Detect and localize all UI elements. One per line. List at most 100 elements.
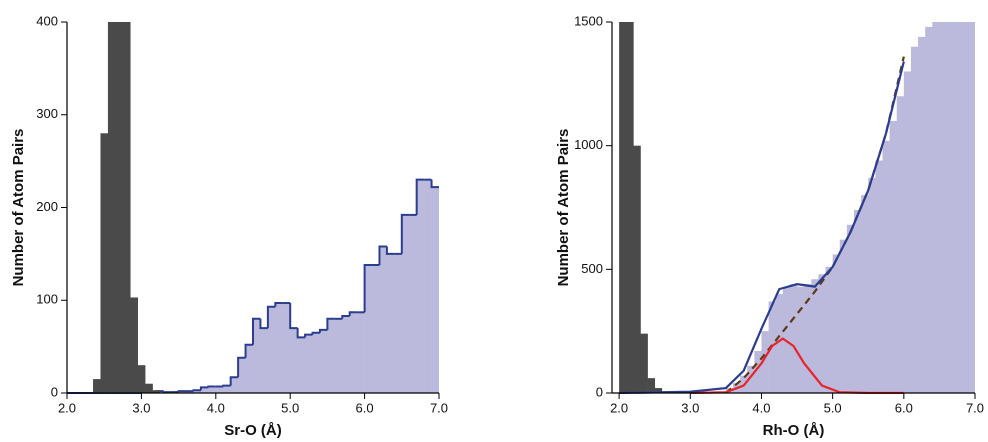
histogram-bar (932, 22, 940, 393)
histogram-bar (193, 390, 202, 393)
histogram-bar (775, 294, 784, 393)
x-tick-label: 3.0 (681, 400, 699, 415)
histogram-bar (386, 253, 395, 393)
histogram-step (363, 264, 373, 313)
histogram-step (311, 331, 320, 335)
histogram-bar (782, 286, 791, 393)
histogram-bar (640, 333, 648, 393)
histogram-step (266, 305, 276, 329)
y-tick-label: 200 (36, 199, 58, 214)
histogram-bar (889, 120, 898, 393)
histogram-bar (349, 312, 358, 393)
histogram-bar (130, 297, 138, 393)
histogram-bar (967, 22, 975, 393)
histogram-bar (424, 179, 432, 393)
histogram-step (274, 302, 283, 307)
histogram-bar (364, 265, 373, 393)
histogram-bar (861, 195, 869, 393)
y-tick-label: 300 (36, 106, 58, 121)
histogram-bar (305, 334, 313, 393)
histogram-bar (747, 365, 755, 393)
y-axis-title: Number of Atom Pairs (10, 129, 27, 287)
histogram-step (385, 246, 395, 255)
histogram-bar (122, 22, 131, 393)
histogram-step (222, 384, 231, 387)
histogram-bar (409, 214, 417, 393)
histogram-bar (619, 22, 627, 393)
histogram-bar (754, 350, 762, 393)
histogram-bar (896, 96, 905, 393)
histogram-bar (401, 214, 410, 393)
histogram-step (318, 328, 328, 333)
histogram-bar (215, 386, 224, 393)
histogram-bar (825, 266, 833, 393)
histogram-bar (334, 318, 343, 393)
histogram-bar (372, 265, 380, 393)
histogram-bar (832, 254, 841, 393)
histogram-bar (379, 246, 388, 393)
histogram-bar (868, 177, 876, 393)
y-tick-label: 100 (36, 292, 58, 307)
histogram-bar (223, 385, 231, 393)
x-axis-title: Sr-O (Å) (224, 422, 282, 439)
x-tick-label: 6.0 (895, 400, 913, 415)
histogram-bar (267, 306, 276, 393)
histogram-step (259, 318, 268, 330)
histogram-bar (394, 253, 403, 393)
y-tick-label: 1000 (574, 137, 603, 152)
x-tick-label: 2.0 (610, 400, 628, 415)
histogram-bar (939, 22, 947, 393)
histogram-bar (100, 133, 109, 394)
histogram-step (199, 386, 209, 391)
histogram-step (229, 376, 239, 386)
y-tick-label: 1500 (574, 13, 603, 28)
y-tick-label: 500 (581, 261, 603, 276)
histogram-bar (327, 318, 336, 393)
x-tick-label: 7.0 (430, 400, 448, 415)
histogram-bar (875, 160, 883, 393)
histogram-step (162, 391, 172, 394)
histogram-bar (260, 328, 269, 393)
histogram-bar (903, 71, 912, 393)
histogram-bar (804, 284, 812, 393)
y-tick-label: 400 (36, 13, 58, 28)
histogram-bar (297, 337, 306, 393)
x-tick-label: 5.0 (281, 400, 299, 415)
y-tick-label: 0 (596, 384, 603, 399)
histogram-bar (357, 312, 365, 393)
histogram-bar (960, 22, 969, 393)
histogram-bar (312, 332, 321, 393)
histogram-step (296, 328, 306, 339)
histogram-bar (208, 386, 217, 393)
histogram-step (192, 389, 201, 392)
x-tick-label: 4.0 (752, 400, 770, 415)
x-tick-label: 2.0 (58, 400, 76, 415)
plot-area (619, 22, 975, 394)
histogram-bar (654, 388, 663, 393)
fit-curve (690, 337, 904, 394)
histogram-step (304, 333, 313, 338)
histogram-bar (319, 329, 328, 393)
histogram-step (430, 179, 439, 189)
histogram-bar (626, 22, 634, 393)
histogram-step (207, 385, 216, 388)
plot-area (67, 22, 439, 394)
histogram-bar (633, 145, 641, 393)
histogram-bar (200, 387, 209, 393)
histogram-step (400, 213, 410, 254)
histogram-bar (647, 378, 656, 393)
histogram-bar (953, 22, 962, 393)
histogram-bar (137, 365, 146, 393)
histogram-step (348, 311, 358, 317)
x-tick-label: 7.0 (966, 400, 984, 415)
histogram-step (177, 390, 187, 393)
histogram-bar (282, 303, 291, 393)
histogram-bar (115, 22, 124, 393)
histogram-bar (107, 22, 116, 393)
histogram-bar (290, 328, 298, 393)
fit-curve (619, 61, 905, 394)
histogram-step (326, 317, 335, 330)
histogram-bar (761, 331, 769, 393)
x-tick-label: 4.0 (207, 400, 225, 415)
